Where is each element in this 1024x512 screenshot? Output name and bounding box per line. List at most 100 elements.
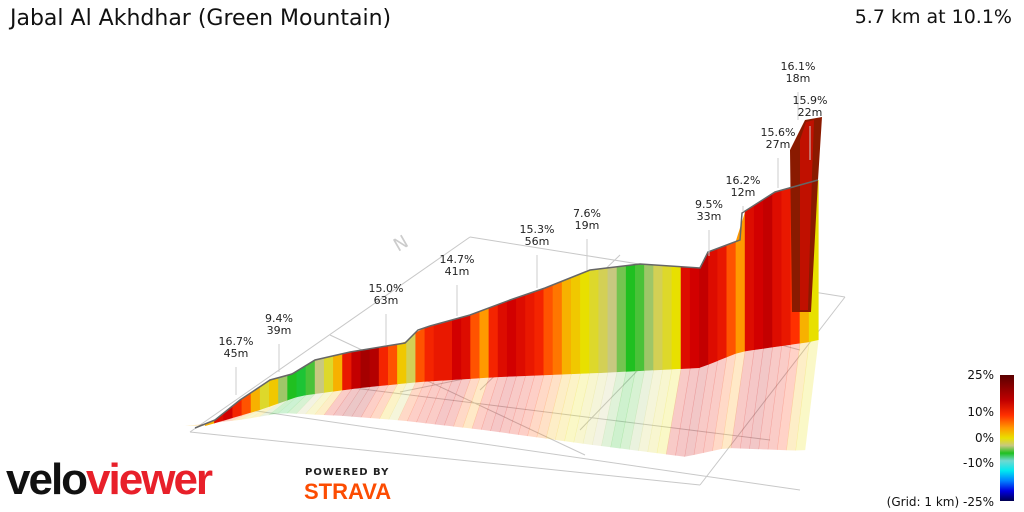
grade-strip bbox=[415, 327, 426, 383]
grade-strip bbox=[552, 281, 563, 375]
grade-strip bbox=[223, 405, 234, 421]
north-arrow-icon: N bbox=[390, 231, 412, 256]
grade-shadow bbox=[517, 375, 545, 437]
grade-shadow bbox=[351, 386, 380, 418]
grade-shadow bbox=[416, 380, 444, 424]
grade-strip bbox=[442, 319, 453, 381]
annotation-grade: 15.9% bbox=[793, 94, 828, 107]
grade-shadow bbox=[628, 370, 654, 451]
grade-shadow bbox=[425, 379, 453, 425]
grade-strip bbox=[287, 370, 298, 401]
grade-shadow bbox=[462, 377, 490, 429]
grade-strip bbox=[516, 294, 526, 377]
grade-shadow bbox=[406, 381, 435, 423]
veloviewer-logo[interactable]: veloviewer bbox=[6, 455, 213, 504]
grade-shadow bbox=[379, 383, 407, 420]
grade-strip bbox=[269, 377, 279, 407]
grade-strip bbox=[333, 353, 343, 392]
grid-line bbox=[699, 296, 846, 486]
grade-shadow bbox=[490, 376, 517, 433]
annotation-length: 39m bbox=[267, 324, 292, 337]
grade-shadow bbox=[767, 344, 792, 450]
grade-strip bbox=[717, 244, 728, 362]
grade-strip bbox=[726, 241, 737, 358]
annotation-grade: 9.5% bbox=[695, 198, 723, 211]
grade-strip bbox=[662, 265, 673, 370]
legend-tick: 10% bbox=[967, 405, 994, 419]
grade-strip bbox=[296, 365, 307, 398]
grade-shadow bbox=[258, 400, 288, 417]
grade-shadow bbox=[480, 376, 508, 431]
grade-shadow bbox=[795, 340, 819, 451]
grade-strip bbox=[360, 348, 371, 388]
annotation-length: 41m bbox=[445, 265, 470, 278]
grid-label: (Grid: 1 km) bbox=[886, 495, 960, 509]
grade-strip bbox=[570, 273, 581, 375]
grade-shadow bbox=[332, 387, 362, 416]
grade-strip bbox=[625, 264, 636, 372]
grade-strip bbox=[561, 277, 572, 375]
grid-line bbox=[249, 409, 801, 491]
grade-shadow bbox=[314, 390, 343, 416]
grade-shadow bbox=[388, 382, 417, 421]
strava-logo[interactable]: STRAVA bbox=[304, 479, 392, 504]
grade-shadow bbox=[342, 386, 371, 417]
grade-shadow bbox=[684, 364, 709, 457]
grade-shadow bbox=[601, 371, 627, 448]
legend-tick: -10% bbox=[962, 456, 994, 470]
annotation-grade: 15.0% bbox=[369, 282, 404, 295]
grade-strip bbox=[543, 284, 554, 376]
grade-shadow bbox=[712, 353, 737, 451]
annotation-grade: 16.1% bbox=[781, 60, 816, 73]
grade-color-legend bbox=[1000, 375, 1014, 501]
grade-shadow bbox=[360, 385, 389, 419]
grade-strip bbox=[635, 264, 645, 372]
grade-shadow bbox=[665, 368, 691, 456]
grade-shadow bbox=[277, 395, 307, 414]
grade-strip bbox=[406, 331, 417, 384]
grade-shadow bbox=[231, 409, 261, 421]
grade-shadow bbox=[619, 370, 645, 450]
annotation-grade: 16.7% bbox=[219, 335, 254, 348]
grade-shadow bbox=[610, 371, 636, 449]
annotation-length: 27m bbox=[766, 138, 791, 151]
annotation-grade: 16.2% bbox=[726, 174, 761, 187]
grade-shadow bbox=[443, 378, 471, 427]
profile-shadow bbox=[185, 340, 819, 457]
grade-strip bbox=[753, 199, 764, 351]
annotation-length: 22m bbox=[798, 106, 823, 119]
grade-shadow bbox=[305, 391, 334, 415]
grade-strip bbox=[259, 380, 270, 411]
grade-strip bbox=[342, 351, 352, 391]
grade-strip bbox=[479, 307, 490, 379]
grade-shadow bbox=[749, 347, 773, 450]
grade-shadow bbox=[369, 384, 398, 419]
grade-shadow bbox=[397, 381, 426, 422]
grade-strip bbox=[278, 375, 288, 404]
grade-strip bbox=[607, 266, 618, 373]
grade-strip bbox=[671, 266, 682, 370]
grade-shadow bbox=[573, 373, 600, 444]
annotation-grade: 15.6% bbox=[761, 126, 796, 139]
grade-strip bbox=[351, 350, 362, 390]
annotation-grade: 9.4% bbox=[265, 312, 293, 325]
annotation-length: 19m bbox=[575, 219, 600, 232]
grade-shadow bbox=[453, 378, 481, 428]
annotation-length: 56m bbox=[525, 235, 550, 248]
grade-strip bbox=[497, 300, 508, 378]
grade-strip bbox=[397, 341, 407, 385]
grade-shadow bbox=[527, 374, 554, 438]
annotation-length: 45m bbox=[224, 347, 249, 360]
grade-shadow bbox=[221, 412, 252, 422]
grade-strip bbox=[424, 324, 435, 382]
grade-strip bbox=[506, 297, 517, 377]
grade-strip bbox=[781, 187, 792, 347]
grade-shadow bbox=[721, 351, 746, 449]
grade-strip bbox=[250, 386, 261, 413]
grade-shadow bbox=[675, 368, 700, 457]
annotation-grade: 14.7% bbox=[440, 253, 475, 266]
grade-strip bbox=[534, 288, 545, 376]
grade-shadow bbox=[591, 372, 618, 447]
grade-shadow bbox=[240, 406, 270, 420]
grade-strip bbox=[461, 314, 471, 380]
